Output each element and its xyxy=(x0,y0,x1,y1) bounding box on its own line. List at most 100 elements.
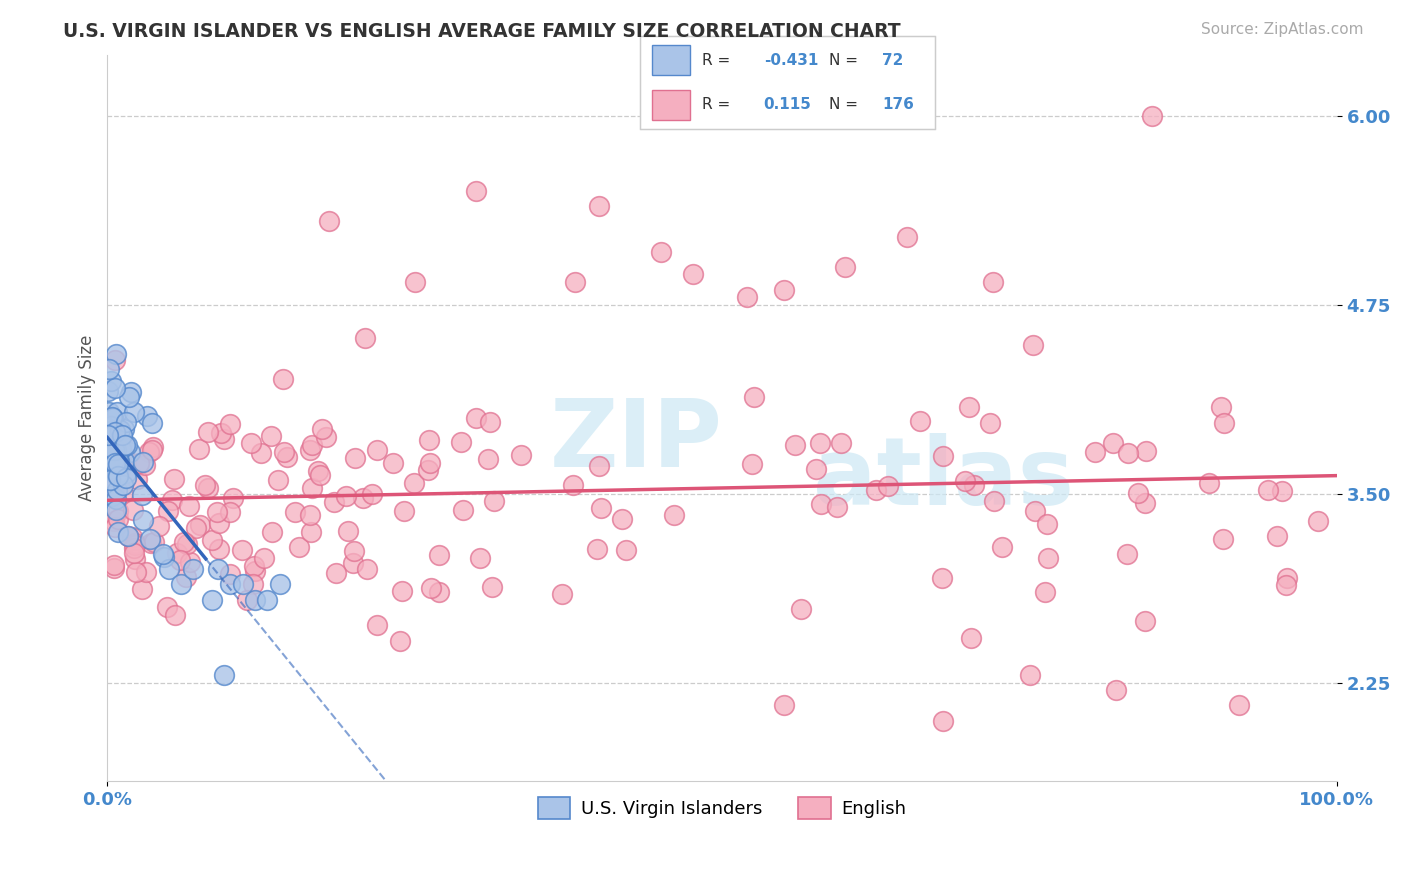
Point xyxy=(1135,444,1157,458)
Point xyxy=(112,449,135,463)
Point xyxy=(1024,504,1046,518)
Point xyxy=(1116,547,1139,561)
Point xyxy=(418,433,440,447)
Point xyxy=(107,468,129,483)
Point xyxy=(273,444,295,458)
Point xyxy=(219,577,242,591)
Point xyxy=(186,521,208,535)
Point xyxy=(1227,698,1250,713)
Point xyxy=(114,438,136,452)
Point xyxy=(232,577,254,591)
Point xyxy=(744,390,766,404)
Point xyxy=(222,491,245,506)
Point xyxy=(97,427,120,442)
Point xyxy=(741,458,763,472)
Point xyxy=(366,617,388,632)
Point xyxy=(166,546,188,560)
Point xyxy=(124,536,146,550)
Point xyxy=(103,443,125,458)
Point xyxy=(262,525,284,540)
Text: N =: N = xyxy=(828,97,862,112)
Point xyxy=(118,390,141,404)
Point xyxy=(1022,338,1045,352)
Point xyxy=(103,449,125,463)
Point xyxy=(131,488,153,502)
Point xyxy=(1265,529,1288,543)
Point xyxy=(121,502,143,516)
Point xyxy=(107,457,129,471)
Point xyxy=(117,437,139,451)
Point xyxy=(311,422,333,436)
Point xyxy=(1133,615,1156,629)
Point xyxy=(121,529,143,543)
Point xyxy=(1104,683,1126,698)
Point xyxy=(336,524,359,538)
Point xyxy=(101,489,124,503)
Point xyxy=(960,632,983,646)
Text: R =: R = xyxy=(702,53,735,68)
Point xyxy=(100,419,122,434)
Point xyxy=(1133,496,1156,510)
Point xyxy=(588,199,610,213)
Point xyxy=(197,425,219,439)
Point xyxy=(562,478,585,492)
Legend: U.S. Virgin Islanders, English: U.S. Virgin Islanders, English xyxy=(530,790,914,826)
Point xyxy=(111,485,134,500)
Point xyxy=(142,440,165,454)
Point xyxy=(98,405,121,419)
Point xyxy=(614,543,637,558)
Point xyxy=(1036,551,1059,566)
Point xyxy=(979,417,1001,431)
Point xyxy=(174,570,197,584)
FancyBboxPatch shape xyxy=(651,90,690,120)
Point xyxy=(111,457,134,471)
Point xyxy=(323,495,346,509)
Point xyxy=(157,562,180,576)
Point xyxy=(108,423,131,437)
Point xyxy=(772,283,794,297)
Point xyxy=(427,548,450,562)
Point xyxy=(307,464,329,478)
Point xyxy=(1306,514,1329,528)
Point xyxy=(103,490,125,504)
Text: 72: 72 xyxy=(882,53,903,68)
Point xyxy=(876,479,898,493)
Point xyxy=(662,508,685,523)
Point xyxy=(112,478,135,492)
Point xyxy=(991,540,1014,554)
Text: Source: ZipAtlas.com: Source: ZipAtlas.com xyxy=(1201,22,1364,37)
Point xyxy=(366,442,388,457)
Point xyxy=(188,518,211,533)
Point xyxy=(143,534,166,549)
Point xyxy=(201,533,224,548)
Point xyxy=(276,450,298,464)
Point xyxy=(179,555,201,569)
Point xyxy=(1142,109,1164,123)
Point xyxy=(478,415,501,429)
Point xyxy=(111,434,134,449)
Point xyxy=(783,438,806,452)
FancyBboxPatch shape xyxy=(651,45,690,75)
Point xyxy=(104,353,127,368)
Point xyxy=(97,431,120,445)
Point xyxy=(1018,668,1040,682)
Point xyxy=(122,546,145,560)
Point xyxy=(112,454,135,468)
Point xyxy=(983,494,1005,508)
Point xyxy=(101,409,124,424)
Point xyxy=(103,483,125,497)
Point xyxy=(465,410,488,425)
Point xyxy=(910,414,932,428)
Point xyxy=(808,435,831,450)
Point xyxy=(138,445,160,459)
Point xyxy=(100,374,122,388)
Point xyxy=(104,381,127,395)
Point xyxy=(344,450,367,465)
Point xyxy=(219,417,242,432)
Point xyxy=(173,534,195,549)
Point xyxy=(125,472,148,486)
Point xyxy=(101,410,124,425)
Point xyxy=(250,446,273,460)
Point xyxy=(103,457,125,471)
Point xyxy=(212,668,235,682)
